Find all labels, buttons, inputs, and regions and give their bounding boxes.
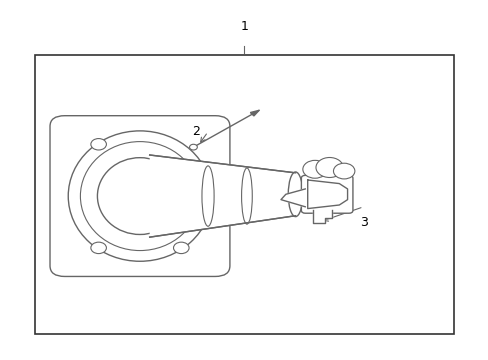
Polygon shape <box>250 111 259 116</box>
Polygon shape <box>312 210 331 223</box>
Ellipse shape <box>287 172 302 217</box>
Circle shape <box>302 160 326 178</box>
Circle shape <box>333 163 354 179</box>
Polygon shape <box>281 189 305 207</box>
Polygon shape <box>149 155 295 237</box>
Circle shape <box>91 139 106 150</box>
Text: 1: 1 <box>240 20 248 33</box>
Bar <box>35 55 453 334</box>
Text: 3: 3 <box>359 216 367 229</box>
Circle shape <box>173 242 189 253</box>
Circle shape <box>315 157 343 177</box>
Circle shape <box>189 144 197 150</box>
Ellipse shape <box>68 131 211 261</box>
Ellipse shape <box>80 141 199 251</box>
FancyBboxPatch shape <box>301 175 352 213</box>
Text: 2: 2 <box>192 125 200 138</box>
Ellipse shape <box>97 158 182 234</box>
FancyBboxPatch shape <box>50 116 229 276</box>
Circle shape <box>91 242 106 253</box>
Polygon shape <box>307 180 347 208</box>
